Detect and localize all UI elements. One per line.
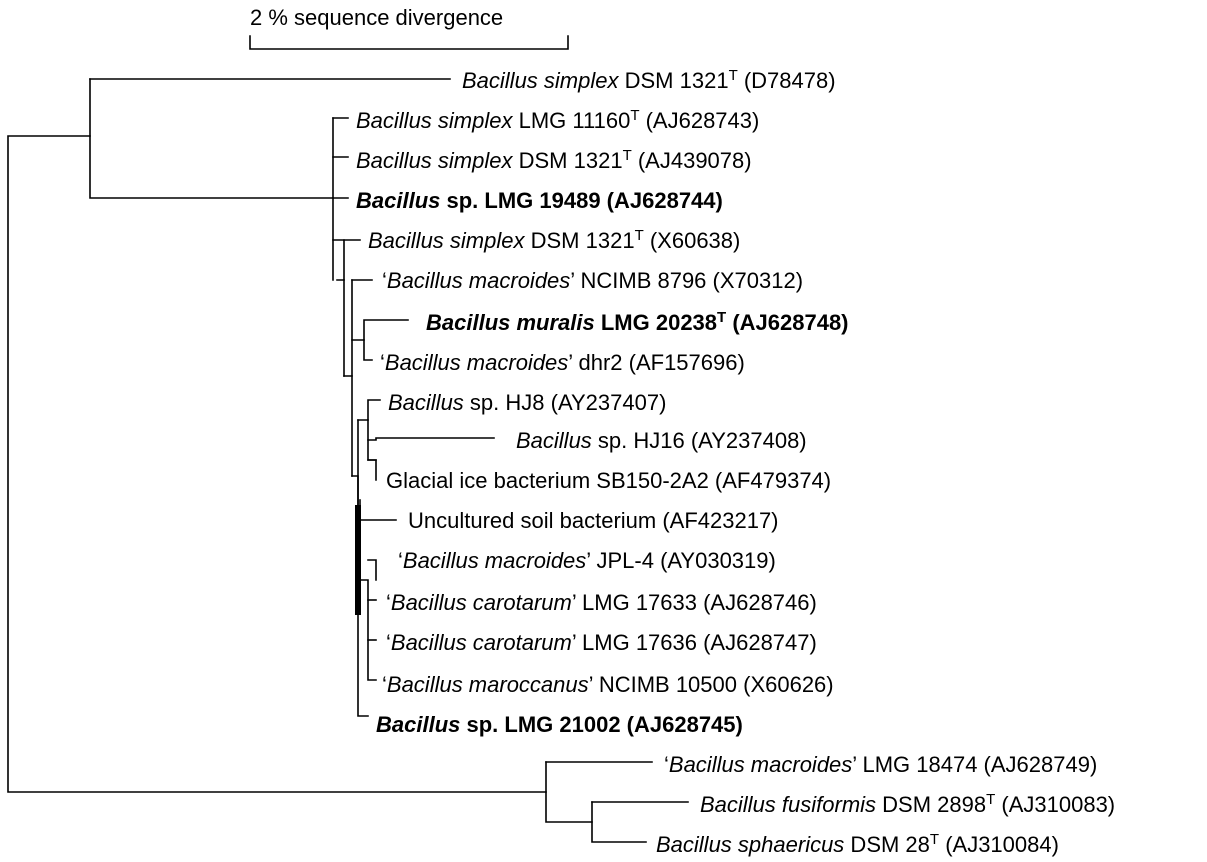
- taxon-text-part: sp. HJ16 (AY237408): [592, 428, 807, 453]
- taxon-name-italic-part: Bacillus muralis: [426, 310, 595, 335]
- taxon-label-t10: Bacillus sp. HJ16 (AY237408): [516, 428, 807, 453]
- taxon-text-part: (AJ310083): [995, 792, 1115, 817]
- taxon-text-part: DSM 1321: [513, 148, 623, 173]
- taxon-name-italic-part: Bacillus macroides: [385, 350, 568, 375]
- taxon-name-italic-part: Bacillus: [356, 188, 440, 213]
- taxon-text-part: ‘: [386, 630, 391, 655]
- taxon-text-part: (X60638): [644, 228, 741, 253]
- taxon-text-part: ‘: [398, 548, 403, 573]
- taxon-name-italic-part: Bacillus macroides: [387, 268, 570, 293]
- taxon-name-italic-part: Bacillus carotarum: [391, 630, 572, 655]
- scale-bar: 2 % sequence divergence: [249, 5, 569, 50]
- scale-bar-line: [249, 35, 569, 50]
- taxon-name-italic-part: Bacillus maroccanus: [387, 672, 589, 697]
- taxon-text-part: ’ NCIMB 8796 (X70312): [570, 268, 803, 293]
- taxon-name-italic-part: Bacillus sphaericus: [656, 832, 844, 857]
- taxon-text-part: ’ NCIMB 10500 (X60626): [589, 672, 834, 697]
- branch-root: [7, 135, 547, 793]
- taxon-superscript-part: T: [986, 791, 995, 808]
- taxon-label-t9: Bacillus sp. HJ8 (AY237407): [388, 390, 666, 415]
- taxon-name-italic-part: Bacillus: [516, 428, 592, 453]
- taxon-name-italic-part: Bacillus simplex: [368, 228, 525, 253]
- branch-t11: [367, 459, 377, 481]
- taxon-text-part: ’ JPL-4 (AY030319): [586, 548, 776, 573]
- taxon-labels: Bacillus simplex DSM 1321T (D78478) Baci…: [356, 67, 1115, 858]
- taxon-text-part: LMG 11160: [513, 108, 631, 133]
- taxon-superscript-part: T: [623, 147, 632, 164]
- taxon-text-part: ‘: [382, 672, 387, 697]
- taxon-name-italic-part: Bacillus macroides: [403, 548, 586, 573]
- taxon-label-t6: ‘Bacillus macroides’ NCIMB 8796 (X70312): [382, 268, 803, 293]
- taxon-name-italic-part: Bacillus simplex: [356, 148, 513, 173]
- taxon-label-t11: Glacial ice bacterium SB150-2A2 (AF47937…: [386, 468, 831, 493]
- taxon-label-t8: ‘Bacillus macroides’ dhr2 (AF157696): [380, 350, 745, 375]
- taxon-text-part: DSM 1321: [525, 228, 635, 253]
- taxon-text-part: ’ LMG 17636 (AJ628747): [572, 630, 817, 655]
- taxon-label-t14: ‘Bacillus carotarum’ LMG 17633 (AJ628746…: [386, 590, 817, 615]
- scale-bar-label: 2 % sequence divergence: [250, 5, 503, 30]
- taxon-label-t18: ‘Bacillus macroides’ LMG 18474 (AJ628749…: [664, 752, 1097, 777]
- taxon-name-italic-part: Bacillus simplex: [462, 68, 619, 93]
- taxon-label-t12: Uncultured soil bacterium (AF423217): [408, 508, 779, 533]
- taxon-text-part: LMG 20238: [595, 310, 717, 335]
- branch-t8: [363, 339, 373, 361]
- taxon-superscript-part: T: [635, 227, 644, 244]
- taxon-superscript-part: T: [930, 831, 939, 848]
- taxon-text-part: ‘: [664, 752, 669, 777]
- taxon-text-part: (D78478): [738, 68, 836, 93]
- branch-upper-clade: [89, 78, 334, 199]
- taxon-text-part: (AJ628748): [726, 310, 848, 335]
- taxon-name-italic-part: Bacillus macroides: [669, 752, 852, 777]
- branch-dense-stem: [355, 505, 361, 615]
- taxon-text-part: (AJ310084): [939, 832, 1059, 857]
- taxon-label-t4: Bacillus sp. LMG 19489 (AJ628744): [356, 188, 723, 213]
- branch-t10: [367, 437, 495, 441]
- taxon-text-part: sp. LMG 21002 (AJ628745): [460, 712, 742, 737]
- taxon-label-t1: Bacillus simplex DSM 1321T (D78478): [462, 67, 836, 94]
- branch-node-i: [359, 579, 377, 681]
- taxon-label-t5: Bacillus simplex DSM 1321T (X60638): [368, 227, 740, 254]
- taxon-text-part: ‘: [380, 350, 385, 375]
- branch-t13: [367, 559, 377, 581]
- taxon-text-part: Uncultured soil bacterium (AF423217): [408, 508, 779, 533]
- branch-node-d: [351, 319, 409, 341]
- taxon-name-italic-part: Bacillus fusiformis: [700, 792, 876, 817]
- taxon-label-t17: Bacillus sp. LMG 21002 (AJ628745): [376, 712, 743, 737]
- taxon-text-part: ‘: [382, 268, 387, 293]
- branch-lower-clade: [545, 761, 593, 823]
- taxon-label-t16: ‘Bacillus maroccanus’ NCIMB 10500 (X6062…: [382, 672, 834, 697]
- taxon-text-part: (AJ439078): [632, 148, 752, 173]
- branch-node-b: [343, 279, 353, 377]
- taxon-label-t19: Bacillus fusiformis DSM 2898T (AJ310083): [700, 791, 1115, 818]
- taxon-label-t7: Bacillus muralis LMG 20238T (AJ628748): [426, 309, 849, 336]
- taxon-text-part: sp. HJ8 (AY237407): [464, 390, 667, 415]
- taxon-text-part: ’ LMG 18474 (AJ628749): [852, 752, 1097, 777]
- taxon-name-italic-part: Bacillus carotarum: [391, 590, 572, 615]
- taxon-name-italic-part: Bacillus simplex: [356, 108, 513, 133]
- taxon-label-t2: Bacillus simplex LMG 11160T (AJ628743): [356, 107, 759, 134]
- taxon-text-part: ’ dhr2 (AF157696): [568, 350, 745, 375]
- taxon-text-part: ‘: [386, 590, 391, 615]
- taxon-text-part: ’ LMG 17633 (AJ628746): [572, 590, 817, 615]
- taxon-name-italic-part: Bacillus: [376, 712, 460, 737]
- taxon-text-part: (AJ628743): [639, 108, 759, 133]
- branch-t5-node: [332, 239, 345, 281]
- taxon-text-part: Glacial ice bacterium SB150-2A2 (AF47937…: [386, 468, 831, 493]
- taxon-label-t15: ‘Bacillus carotarum’ LMG 17636 (AJ628747…: [386, 630, 817, 655]
- branch-node-j: [591, 801, 647, 843]
- taxon-label-t3: Bacillus simplex DSM 1321T (AJ439078): [356, 147, 752, 174]
- taxon-label-t20: Bacillus sphaericus DSM 28T (AJ310084): [656, 831, 1059, 858]
- taxon-text-part: sp. LMG 19489 (AJ628744): [440, 188, 722, 213]
- taxon-superscript-part: T: [729, 67, 738, 84]
- taxon-text-part: DSM 28: [844, 832, 930, 857]
- taxon-text-part: DSM 1321: [619, 68, 729, 93]
- branch-t9: [357, 399, 381, 421]
- taxon-text-part: DSM 2898: [876, 792, 986, 817]
- taxon-superscript-part: T: [630, 107, 639, 124]
- taxon-label-t13: ‘Bacillus macroides’ JPL-4 (AY030319): [398, 548, 776, 573]
- taxon-name-italic-part: Bacillus: [388, 390, 464, 415]
- taxon-superscript-part: T: [717, 309, 726, 326]
